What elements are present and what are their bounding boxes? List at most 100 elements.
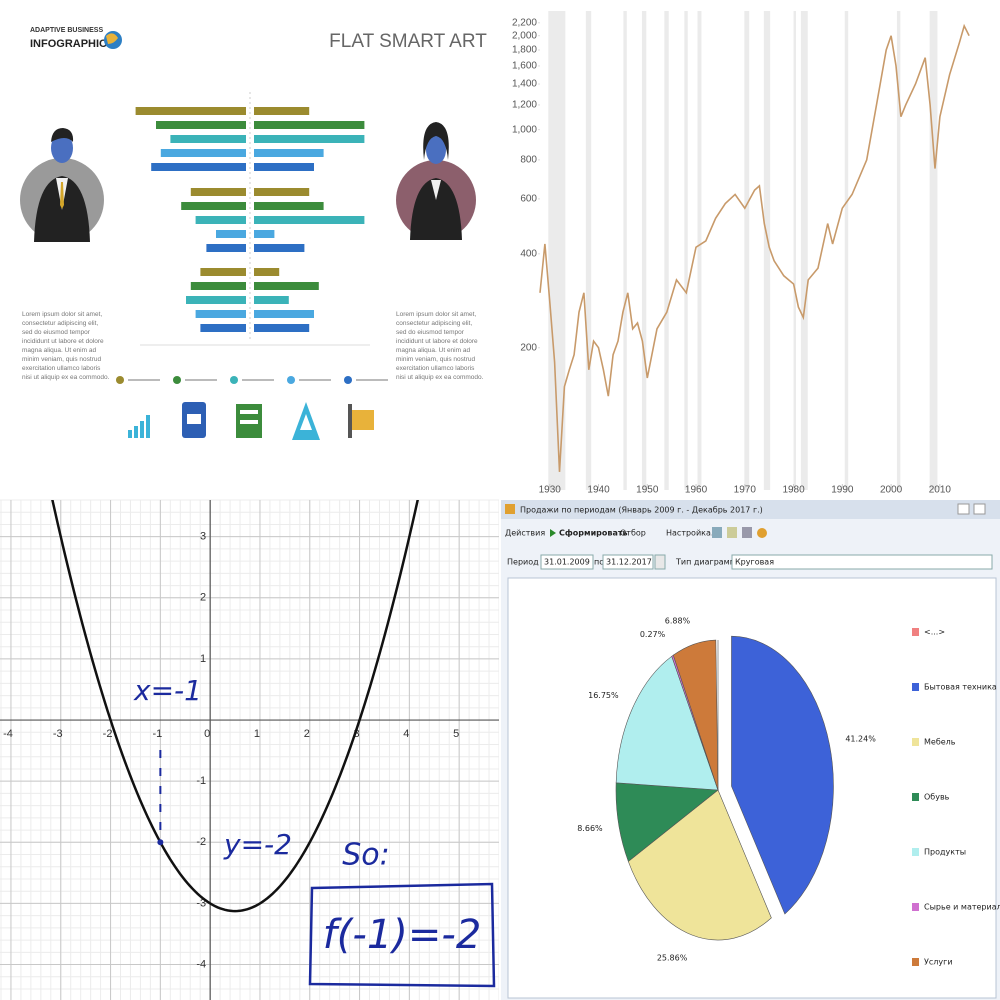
recession-band [664,11,669,490]
handwritten-note: x=-1 [133,674,202,707]
toolbar-icon[interactable] [742,527,752,538]
bar [254,121,365,129]
field-label: по: [594,558,607,567]
toolbar-item[interactable]: Сформировать [559,529,628,538]
bar [160,149,246,157]
bar [216,230,246,238]
legend-swatch [912,958,919,966]
bar [190,282,246,290]
x-tick-label: 4 [403,728,409,740]
title-bar [500,500,1000,519]
legend-dot [173,376,181,384]
select-button[interactable] [654,554,666,570]
legend-swatch [912,683,919,691]
bar [206,244,246,252]
x-tick-label: 2010 [929,485,952,496]
y-tick-label: -3 [196,897,206,909]
bar [254,149,324,157]
avatar-hair [51,128,74,142]
legend-label: Бытовая техника [924,683,997,692]
bar [254,310,314,318]
bar [254,282,319,290]
date-value: 31.12.2017 [606,558,652,567]
brand-line: ADAPTIVE BUSINESS [30,27,103,34]
x-tick-label: 1990 [831,485,854,496]
legend-swatch [912,628,919,636]
toolbar-icon[interactable] [757,528,767,538]
toolbar-item[interactable]: Действия [505,529,545,538]
legend-dot [344,376,352,384]
bar [254,202,324,210]
recession-band [763,11,771,490]
maximize-button[interactable] [957,503,970,515]
bar [254,216,365,224]
slice-label: 0.27% [640,630,666,639]
bar [200,324,246,332]
y-tick-label: 1,600 [512,61,537,72]
x-tick-label: -1 [152,728,162,740]
bar [254,244,305,252]
recession-band [548,11,566,490]
y-tick-label: 1,000 [512,124,537,135]
globe-icon [106,33,118,44]
avatar-head [51,133,73,163]
recession-band [896,11,901,490]
y-tick-label: 1,800 [512,45,537,56]
bar [254,296,289,304]
bar [195,216,246,224]
legend-label: Услуги [924,958,953,967]
legend-dot [287,376,295,384]
select-input[interactable] [731,554,993,570]
date-input[interactable] [540,554,594,570]
x-tick-label: 2000 [880,485,903,496]
bar [254,230,275,238]
slice-label: 25.86% [657,954,688,963]
date-value: 31.01.2009 [544,558,590,567]
pie-slice [731,635,834,915]
answer-box [308,882,496,988]
bar [181,202,246,210]
legend-dot [116,376,124,384]
y-tick-label: 2 [200,592,206,604]
toolbar-icon[interactable] [712,527,722,538]
avatar-hair [423,122,449,160]
x-tick-label: 1930 [539,485,562,496]
lorem-left: Lorem ipsum dolor sit amet, consectetur … [22,311,110,381]
y-tick-label: -2 [196,836,206,848]
x-tick-label: -2 [103,728,113,740]
bar [254,135,365,143]
legend-label: Сырье и материалы [924,903,1000,912]
x-tick-label: 3 [353,728,359,740]
recession-band [585,11,592,490]
close-button[interactable] [973,503,986,515]
recession-band [800,11,808,490]
y-tick-label: -4 [196,958,206,970]
x-tick-label: 0 [204,728,210,740]
y-tick-label: 600 [520,194,537,205]
date-input[interactable] [602,554,654,570]
recession-band [929,11,938,490]
y-tick-label: 1 [200,653,206,665]
slice-label: 6.88% [665,616,691,625]
x-tick-label: 1960 [685,485,708,496]
function-curve [51,500,419,913]
x-tick-label: 2 [304,728,310,740]
slice-label: 41.24% [845,734,876,743]
brand-line: INFOGRAPHICS [30,38,114,50]
toolbar-icon[interactable] [727,527,737,538]
recession-band [697,11,702,490]
price-line [539,23,970,472]
toolbar-item[interactable]: Настройка... [666,529,719,538]
recession-band [684,11,688,490]
toolbar-item[interactable]: Отбор [620,529,646,538]
avatar-head [426,136,446,164]
run-icon [550,529,556,537]
y-tick-label: 200 [520,342,537,353]
bar [254,163,314,171]
icons [128,402,374,440]
bar [186,296,246,304]
x-tick-label: 1940 [587,485,610,496]
x-tick-label: 5 [453,728,459,740]
pie-slice [672,639,719,791]
infographic-panel: ADAPTIVE BUSINESS INFOGRAPHICS FLAT SMAR… [0,0,500,500]
